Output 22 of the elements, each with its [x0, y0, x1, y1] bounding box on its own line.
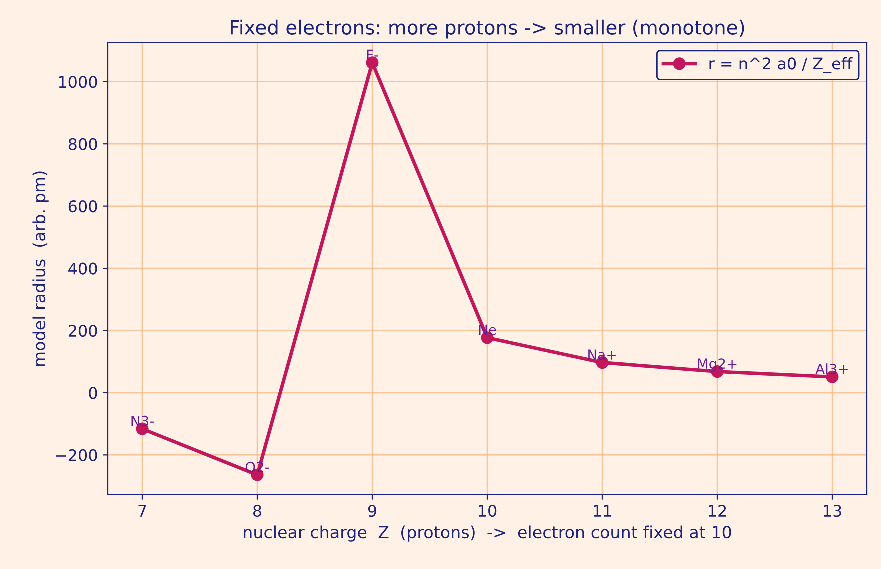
y-tick-label: −200: [56, 449, 98, 462]
y-axis-title: model radius (arb. pm): [32, 172, 49, 366]
x-tick-label: 7: [138, 505, 146, 517]
x-tick-label: 10: [479, 505, 497, 518]
chart-title: Fixed electrons: more protons -> smaller (monotone): [231, 20, 744, 39]
y-tick-label: 1000: [59, 76, 98, 88]
legend-label: r = n^2 a0 / Z_eff: [710, 57, 853, 74]
annotation: N3-: [132, 416, 154, 426]
y-tick-label: 400: [68, 262, 98, 275]
x-tick-label: 9: [368, 505, 376, 518]
x-axis-title: nuclear charge Z (protons) -> electron count fixed at 10: [244, 526, 732, 542]
x-tick-label: 11: [594, 505, 612, 517]
x-tick-label: 12: [709, 505, 726, 517]
y-tick-label: 200: [68, 324, 98, 338]
y-tick-label: 0: [89, 387, 98, 400]
x-tick-label: 8: [254, 505, 262, 518]
y-tick-label: 800: [68, 138, 98, 150]
y-tick-label: 600: [68, 200, 98, 213]
annotation: Na+: [588, 350, 616, 360]
annotation: Mg2+: [698, 358, 737, 372]
annotation: Al3+: [816, 364, 848, 374]
x-tick-label: 13: [824, 505, 842, 518]
